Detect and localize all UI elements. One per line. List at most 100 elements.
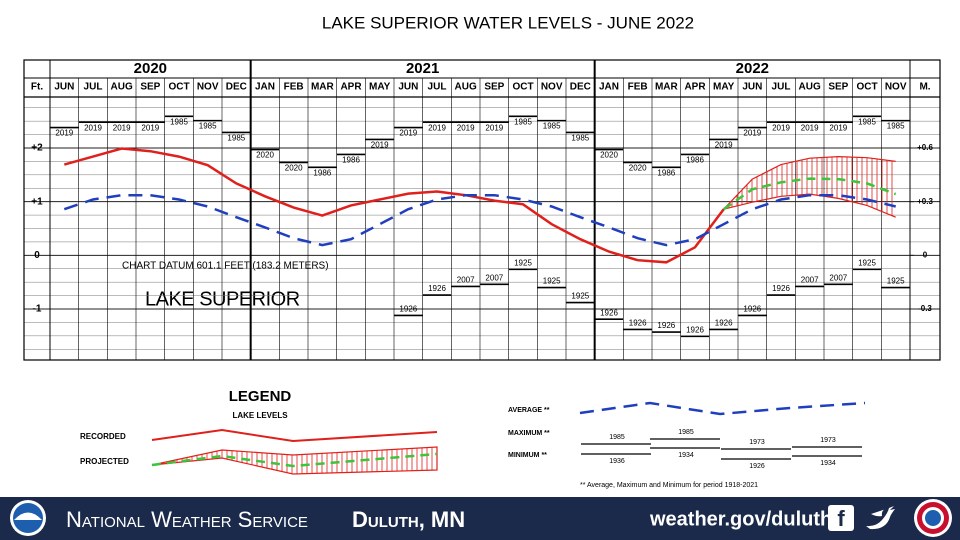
legend-subtitle: LAKE LEVELS <box>232 411 288 420</box>
series-line <box>63 193 896 247</box>
series-line <box>63 147 725 264</box>
record-min-year: 2007 <box>829 273 847 282</box>
record-min-year: 1926 <box>715 319 733 328</box>
x-tick-label: MAR <box>655 82 679 93</box>
record-min-year: 1925 <box>514 258 532 267</box>
y2-tick-label: +0.6 <box>917 143 933 152</box>
record-min-year: 1926 <box>772 284 790 293</box>
x-tick-label: DEC <box>570 82 591 93</box>
record-max-year: 2019 <box>399 129 417 138</box>
record-max-year: 2019 <box>428 123 446 132</box>
x-tick-label: APR <box>684 82 706 93</box>
x-tick-label: MAY <box>713 82 735 93</box>
legend-year: 1934 <box>820 460 836 467</box>
x-tick-label: AUG <box>799 82 821 93</box>
legend-title: LEGEND <box>229 388 292 405</box>
record-max-year: 1985 <box>199 122 217 131</box>
series-line <box>722 177 897 211</box>
x-tick-label: FEB <box>284 82 304 93</box>
record-min-year: 1925 <box>543 277 561 286</box>
chart-title: LAKE SUPERIOR WATER LEVELS - JUNE 2022 <box>322 13 694 32</box>
footer-office: Duluth, MN <box>352 507 465 532</box>
legend-label: PROJECTED <box>80 457 129 466</box>
y2-axis-label: M. <box>919 82 930 93</box>
frame <box>23 59 941 361</box>
record-max-year: 2019 <box>457 123 475 132</box>
x-tick-label: JUN <box>398 82 418 93</box>
footer-agency: National Weather Service <box>66 507 308 532</box>
year-label: 2022 <box>736 60 769 77</box>
legend-swatch <box>151 428 438 443</box>
footer-url[interactable]: weather.gov/duluth <box>649 508 832 530</box>
record-max-year: 1986 <box>686 156 704 165</box>
x-tick-label: DEC <box>226 82 247 93</box>
record-min-year: 1926 <box>399 305 417 314</box>
projection-band <box>723 156 896 218</box>
x-tick-label: MAY <box>369 82 391 93</box>
footnote: ** Average, Maximum and Minimum for peri… <box>580 482 758 489</box>
y-tick-label: -1 <box>33 304 42 315</box>
record-max-year: 1985 <box>170 117 188 126</box>
legend-year: 1926 <box>749 463 765 470</box>
x-tick-label: NOV <box>885 82 907 93</box>
record-min-year: 2007 <box>801 276 819 285</box>
x-tick-label: JUN <box>54 82 74 93</box>
x-tick-label: OCT <box>856 82 877 93</box>
x-tick-label: SEP <box>140 82 160 93</box>
record-min-year: 1925 <box>858 258 876 267</box>
record-max-year: 1986 <box>342 156 360 165</box>
record-max-year: 2019 <box>113 123 131 132</box>
legend-swatch <box>579 401 866 416</box>
year-label: 2020 <box>134 60 167 77</box>
record-max-year: 1985 <box>514 117 532 126</box>
x-tick-label: SEP <box>828 82 848 93</box>
record-max-year: 2020 <box>285 164 303 173</box>
legend-year: 1934 <box>678 452 694 459</box>
legend-label: MINIMUM ** <box>508 452 547 459</box>
legend-year: 1985 <box>609 434 625 441</box>
y-tick-label: +1 <box>31 196 43 207</box>
grid <box>24 107 940 350</box>
record-max-year: 2020 <box>629 164 647 173</box>
record-max-year: 1985 <box>887 122 905 131</box>
record-min-year: 1926 <box>657 321 675 330</box>
record-max-year: 2019 <box>715 141 733 150</box>
legend-label: RECORDED <box>80 432 126 441</box>
legend-label: MAXIMUM ** <box>508 430 550 437</box>
y-axis-label: Ft. <box>31 82 43 93</box>
annotation: CHART DATUM 601.1 FEET (183.2 METERS) <box>122 261 329 272</box>
y2-tick-label: -0.3 <box>918 304 932 313</box>
x-tick-label: NOV <box>197 82 219 93</box>
record-max-year: 2019 <box>55 129 73 138</box>
x-tick-label: OCT <box>512 82 533 93</box>
x-tick-label: FEB <box>628 82 648 93</box>
record-min-year: 1926 <box>629 319 647 328</box>
y-tick-label: 0 <box>34 250 40 261</box>
record-min-year: 2007 <box>457 276 475 285</box>
record-max-year: 2019 <box>829 123 847 132</box>
record-max-year: 2019 <box>371 141 389 150</box>
x-tick-label: JAN <box>255 82 275 93</box>
x-tick-label: SEP <box>484 82 504 93</box>
record-min-year: 1926 <box>428 284 446 293</box>
x-tick-label: NOV <box>541 82 563 93</box>
twitter-icon[interactable] <box>866 506 895 530</box>
record-max-year: 2019 <box>772 123 790 132</box>
annotation: LAKE SUPERIOR <box>145 288 300 310</box>
record-max-year: 2019 <box>84 123 102 132</box>
x-tick-label: APR <box>340 82 362 93</box>
x-tick-label: JUL <box>428 82 447 93</box>
legend-year: 1973 <box>820 437 836 444</box>
record-min-year: 1925 <box>571 292 589 301</box>
record-max-year: 2019 <box>141 123 159 132</box>
legend-year: 1936 <box>609 458 625 465</box>
x-tick-label: JAN <box>599 82 619 93</box>
legend-swatch <box>151 452 438 468</box>
record-min-year: 1926 <box>743 305 761 314</box>
facebook-icon[interactable] <box>828 505 854 531</box>
facebook-icon[interactable]: f <box>837 506 845 531</box>
x-tick-label: OCT <box>168 82 189 93</box>
record-max-year: 1985 <box>858 117 876 126</box>
x-tick-label: JUN <box>742 82 762 93</box>
